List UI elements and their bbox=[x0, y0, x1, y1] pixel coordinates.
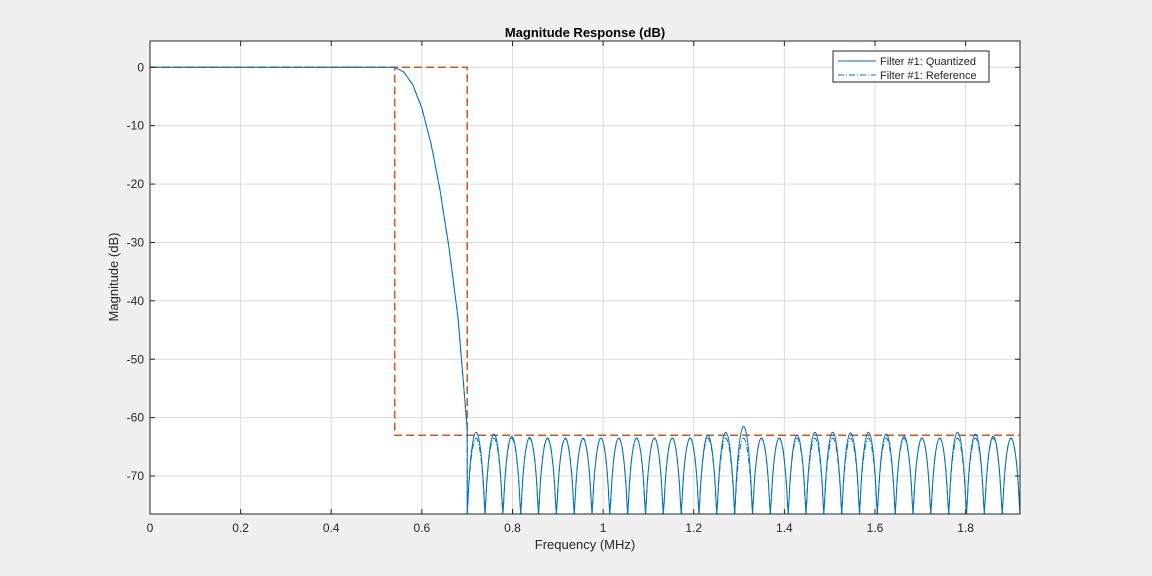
x-tick-label: 1.2 bbox=[685, 521, 702, 535]
legend-label-reference: Filter #1: Reference bbox=[880, 70, 977, 82]
legend[interactable]: Filter #1: Quantized Filter #1: Referenc… bbox=[832, 50, 990, 83]
y-tick-label: -70 bbox=[127, 469, 145, 483]
series-line-quantized bbox=[150, 66, 1021, 515]
y-tick-label: -60 bbox=[127, 411, 145, 425]
y-tick-label: -20 bbox=[127, 177, 145, 191]
mask-line-upper bbox=[150, 66, 468, 436]
x-axis-label: Frequency (MHz) bbox=[535, 537, 635, 552]
x-tick-label: 0.2 bbox=[232, 521, 249, 535]
y-tick-label: -50 bbox=[127, 352, 145, 366]
y-axis-label: Magnitude (dB) bbox=[106, 233, 121, 322]
x-tick-label: 0 bbox=[147, 521, 154, 535]
x-tick-label: 0.4 bbox=[323, 521, 340, 535]
x-tick-label: 0.8 bbox=[504, 521, 521, 535]
y-tick-label: 0 bbox=[137, 60, 144, 74]
series-group bbox=[150, 66, 1021, 515]
legend-box bbox=[832, 50, 990, 83]
chart-title: Magnitude Response (dB) bbox=[505, 25, 665, 40]
ticks: 0 0.2 0.4 0.6 0.8 1 1.2 1.4 1.6 1.8 0 -10 -20 -30 -40 -… bbox=[127, 41, 1020, 535]
y-tick-label: -40 bbox=[127, 294, 145, 308]
x-tick-label: 1 bbox=[600, 521, 607, 535]
x-tick-label: 1.4 bbox=[776, 521, 793, 535]
axes-box bbox=[149, 40, 1021, 515]
x-tick-label: 1.8 bbox=[957, 521, 974, 535]
y-tick-label: -10 bbox=[127, 119, 145, 133]
legend-label-quantized: Filter #1: Quantized bbox=[880, 56, 976, 68]
y-tick-label: -30 bbox=[127, 235, 145, 249]
series-line-reference bbox=[150, 66, 1021, 515]
x-tick-label: 0.6 bbox=[414, 521, 431, 535]
x-tick-label: 1.6 bbox=[867, 521, 884, 535]
